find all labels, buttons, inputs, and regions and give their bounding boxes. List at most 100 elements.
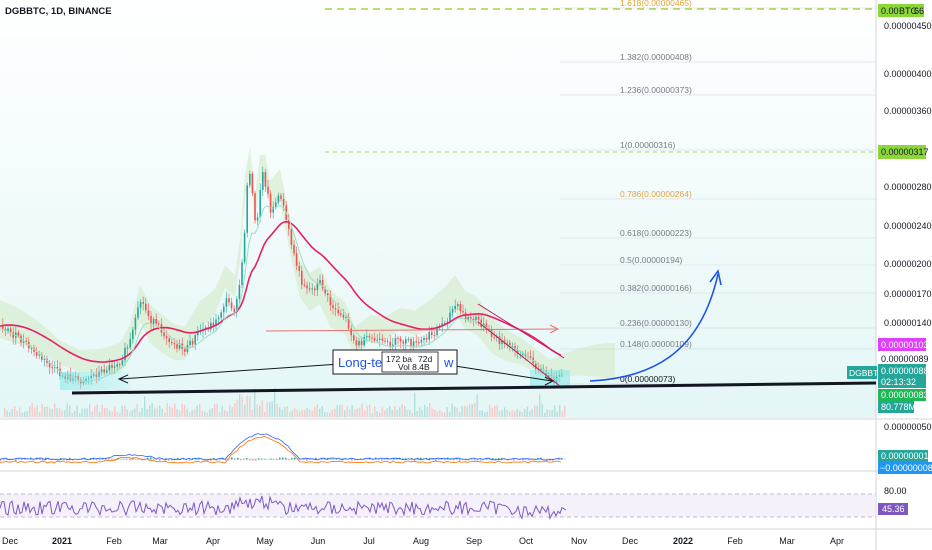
resistance-arrow-line[interactable] [265,328,557,332]
candle-body[interactable] [2,325,4,329]
candle-body[interactable] [267,186,269,194]
macd-tag-positive[interactable]: 0.00000001 [878,450,929,462]
candle-body[interactable] [56,366,59,369]
macd-indicator[interactable] [0,433,563,464]
candle-body[interactable] [111,364,113,368]
macd-tag-negative[interactable]: −0.00000008 [878,462,932,474]
candle-body[interactable] [225,298,228,307]
candle-body[interactable] [41,354,43,360]
candle-body[interactable] [321,280,324,289]
price-tag-317[interactable]: 0.00000317 [878,145,929,159]
candle-body[interactable] [142,302,144,304]
candle-body[interactable] [397,338,399,340]
candle-body[interactable] [457,304,459,306]
candle-body[interactable] [100,369,103,372]
candle-body[interactable] [116,364,118,367]
candle-body[interactable] [485,323,488,329]
candle-body[interactable] [7,328,9,332]
candle-body[interactable] [22,340,25,343]
candle-body[interactable] [470,317,472,319]
candle-body[interactable] [394,338,397,345]
candle-body[interactable] [384,340,386,342]
candle-body[interactable] [106,370,108,374]
candle-body[interactable] [464,312,467,320]
candle-body[interactable] [194,335,196,345]
candle-body[interactable] [119,364,121,366]
candle-body[interactable] [269,193,272,213]
candle-body[interactable] [449,312,451,322]
candle-body[interactable] [189,340,191,346]
candle-body[interactable] [462,311,464,313]
candle-body[interactable] [48,362,51,368]
candle-body[interactable] [251,173,254,194]
candle-body[interactable] [441,323,443,326]
candle-body[interactable] [535,363,537,369]
candle-body[interactable] [407,339,410,341]
candle-body[interactable] [217,317,220,320]
candle-body[interactable] [316,283,319,291]
candle-body[interactable] [389,341,391,348]
macd-signal-line[interactable] [0,435,562,464]
range-arrow-right[interactable] [454,365,553,382]
candle-body[interactable] [241,262,243,286]
candle-body[interactable] [35,351,38,356]
candle-body[interactable] [137,307,139,318]
candle-body[interactable] [433,335,436,337]
price-tag-fast[interactable]: 0.00000089 [878,353,929,365]
candle-body[interactable] [379,338,381,340]
candle-body[interactable] [418,342,420,344]
candle-body[interactable] [345,316,347,318]
candle-body[interactable] [436,328,438,336]
candle-body[interactable] [516,349,519,354]
rsi-tag[interactable]: 45.36 [878,503,908,515]
candle-body[interactable] [17,332,20,336]
price-axis[interactable]: 0.00000450 0.00000400 0.00000360 0.00000… [884,21,932,496]
candle-body[interactable] [145,303,147,311]
candle-body[interactable] [347,316,350,329]
candle-body[interactable] [288,219,290,230]
candle-body[interactable] [366,336,368,338]
rsi-line[interactable] [0,495,567,521]
candle-body[interactable] [353,335,355,341]
candle-body[interactable] [282,198,285,206]
candle-body[interactable] [298,265,300,271]
candle-body[interactable] [152,319,155,324]
candle-body[interactable] [134,317,137,330]
candle-body[interactable] [236,298,238,312]
candle-body[interactable] [480,319,482,327]
candle-body[interactable] [472,318,475,321]
candle-body[interactable] [454,305,456,310]
candle-body[interactable] [412,341,415,347]
candle-body[interactable] [358,341,360,346]
candle-body[interactable] [280,195,282,199]
support-trendline[interactable] [71,381,877,395]
candle-body[interactable] [290,229,293,245]
candle-body[interactable] [360,341,363,346]
candle-body[interactable] [155,319,157,324]
candle-body[interactable] [295,253,298,266]
channel-lower[interactable] [477,321,561,387]
candle-body[interactable] [51,367,53,369]
candle-body[interactable] [165,336,168,339]
candle-body[interactable] [126,347,129,349]
candle-body[interactable] [38,354,40,356]
candle-body[interactable] [139,302,142,308]
candle-body[interactable] [220,312,222,318]
candle-body[interactable] [238,285,241,299]
candle-body[interactable] [272,206,274,213]
candle-body[interactable] [103,369,105,374]
candle-body[interactable] [158,323,160,325]
candle-body[interactable] [33,347,35,352]
candle-body[interactable] [306,285,308,289]
ema-slow-line[interactable] [0,220,562,363]
candle-body[interactable] [368,336,371,338]
last-price-tag[interactable]: 0.00000088 02:13:32 [878,364,929,388]
candle-body[interactable] [363,337,365,346]
candle-body[interactable] [228,298,230,303]
candle-body[interactable] [477,316,480,320]
candle-body[interactable] [501,340,503,344]
candle-body[interactable] [467,317,469,320]
candle-body[interactable] [493,336,495,338]
candle-body[interactable] [178,343,181,349]
